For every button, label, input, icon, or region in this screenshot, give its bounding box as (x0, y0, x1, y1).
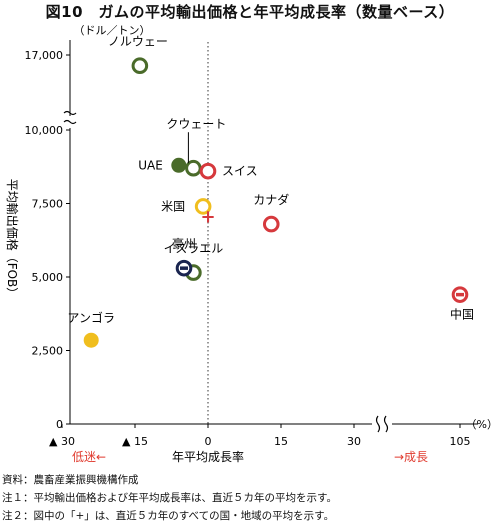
x-unit-label: （%） (466, 418, 498, 431)
note-2: 注２：図中の「+」は、直近５カ年のすべての国・地域の平均を示す。 (2, 510, 335, 522)
x-tick-label: ▲ 30 (49, 435, 75, 448)
data-point-label: カナダ (253, 192, 289, 207)
data-point-label: UAE (138, 158, 163, 172)
direction-label-left: 低迷← (72, 450, 106, 464)
data-point-label: スイス (222, 164, 258, 178)
data-point-label: クウェート (166, 117, 226, 131)
data-point-label: アンゴラ (67, 310, 115, 325)
data-point-label: ノルウェー (108, 35, 168, 49)
y-axis-title: 平均輸出価格（FOB） (5, 179, 20, 300)
data-point-ring (131, 57, 149, 75)
x-axis-break-mark (375, 415, 389, 433)
scatter-chart: 0 2,500 5,000 7,500 10,000 17,000 ▲ 30 ▲ 15 0 15 3… (5, 24, 498, 464)
y-tick-label: 0 (56, 418, 63, 431)
y-axis-break-mark (63, 110, 77, 125)
x-axis-title: 年平均成長率 (172, 449, 244, 464)
y-tick-label: 2,500 (32, 345, 64, 358)
note-source: 資料：農畜産業振興機構作成 (2, 474, 139, 486)
x-tick-label: 30 (347, 435, 361, 448)
data-point-label: 米国 (161, 199, 185, 213)
y-tick-label: 17,000 (25, 49, 64, 62)
marks-layer: + (83, 57, 469, 348)
data-point-ring (262, 215, 280, 233)
data-point-ring (185, 159, 202, 177)
data-point-filled (171, 157, 187, 173)
notes: 資料：農畜産業振興機構作成 注１：平均輸出価格および年平均成長率は、直近５カ年の… (2, 471, 337, 525)
y-tick-label: 5,000 (32, 271, 64, 284)
data-point-label: イスラエル (164, 242, 224, 256)
y-tick-label: 10,000 (25, 124, 64, 137)
note-1: 注１：平均輸出価格および年平均成長率は、直近５カ年の平均を示す。 (2, 492, 337, 504)
labels-layer: 0 2,500 5,000 7,500 10,000 17,000 ▲ 30 ▲ 15 0 15 3… (5, 24, 498, 464)
y-unit-label: （ドル／トン） (74, 24, 151, 37)
average-plus-marker: + (200, 207, 215, 228)
data-point-ring (199, 162, 217, 180)
direction-label-right: →成長 (394, 450, 428, 464)
data-point-label: 豪州 (172, 236, 196, 251)
x-tick-label: ▲ 15 (122, 435, 148, 448)
data-point-label: 中国 (450, 307, 474, 322)
y-tick-label: 7,500 (32, 198, 64, 211)
data-point-filled (83, 332, 99, 348)
x-tick-label: 15 (274, 435, 288, 448)
data-point-ring (194, 198, 212, 215)
x-tick-label: 0 (205, 435, 212, 448)
chart-title: 図10 ガムの平均輸出価格と年平均成長率（数量ベース） (45, 3, 455, 21)
axes-layer (61, 40, 478, 433)
x-tick-label: 105 (450, 435, 471, 448)
